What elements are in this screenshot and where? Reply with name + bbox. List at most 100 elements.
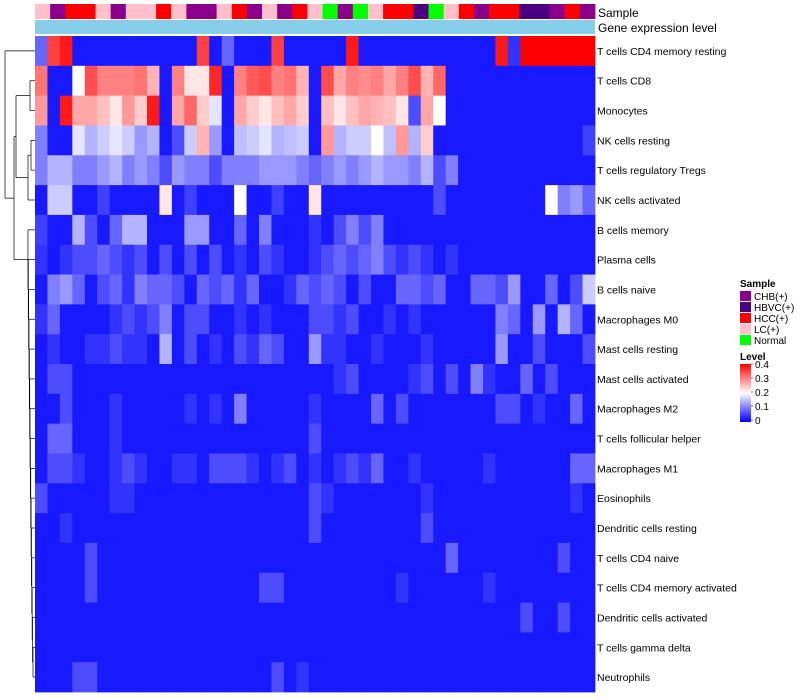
heatmap-cell [159, 483, 173, 514]
heatmap-cell [308, 453, 322, 484]
heatmap-cell [308, 513, 322, 544]
heatmap-cell [184, 364, 198, 395]
heatmap-cell [495, 304, 509, 335]
heatmap-cell [346, 423, 359, 454]
heatmap-cell [72, 393, 86, 425]
heatmap-cell [321, 304, 335, 335]
heatmap-cell [532, 95, 546, 126]
heatmap-cell [346, 602, 359, 633]
heatmap-cell [296, 65, 310, 97]
heatmap-cell [147, 602, 160, 633]
heatmap-cell [209, 602, 223, 633]
sample-annotation-cell [65, 4, 81, 19]
heatmap-cell [209, 572, 223, 603]
heatmap-cell [371, 542, 384, 574]
heatmap-cell [507, 36, 521, 67]
heatmap-cell [35, 95, 48, 126]
heatmap-cell [458, 334, 471, 365]
heatmap-cell [346, 513, 359, 544]
heatmap-cell [184, 65, 198, 97]
heatmap-cell [97, 632, 111, 663]
heatmap-cell [445, 125, 459, 156]
heatmap-cell [234, 125, 247, 156]
heatmap-cell [246, 513, 260, 544]
heatmap-cell [582, 483, 596, 514]
heatmap-cell [97, 334, 111, 365]
heatmap-cell [97, 364, 111, 395]
heatmap-cell [209, 393, 223, 425]
heatmap-cell [420, 125, 434, 156]
heatmap-cell [196, 602, 210, 633]
heatmap-cell [196, 542, 210, 574]
heatmap-cell [296, 185, 310, 216]
heatmap-cell [520, 632, 534, 663]
heatmap-cell [234, 36, 247, 67]
heatmap-cell [209, 125, 223, 156]
heatmap-cell [147, 185, 160, 216]
heatmap-cell [408, 602, 422, 633]
heatmap-cell [520, 214, 534, 246]
heatmap-cell [445, 65, 459, 97]
heatmap-cell [35, 483, 48, 514]
heatmap-cell [234, 513, 247, 544]
heatmap-cell [383, 602, 397, 633]
heatmap-cell [234, 65, 247, 97]
heatmap-cell [420, 274, 434, 305]
heatmap-cell [184, 602, 198, 633]
heatmap-cell [171, 36, 185, 67]
heatmap-cell [395, 274, 409, 305]
heatmap-cell [321, 244, 335, 275]
level-tick-label: 0.1 [755, 402, 769, 413]
heatmap-cell [35, 155, 48, 186]
heatmap-cell [221, 483, 235, 514]
heatmap-cell [159, 36, 173, 67]
heatmap-cell [383, 334, 397, 365]
heatmap-cell [221, 65, 235, 97]
heatmap-cell [308, 632, 322, 663]
heatmap-cell [147, 364, 160, 395]
heatmap-cell [72, 155, 86, 186]
heatmap-cell [246, 662, 260, 693]
heatmap-cell [134, 423, 148, 454]
heatmap-cell [283, 364, 297, 395]
heatmap-cell [321, 185, 335, 216]
heatmap-cell [557, 393, 571, 425]
heatmap-cell [97, 423, 111, 454]
heatmap-cell [308, 65, 322, 97]
heatmap-cell [321, 274, 335, 305]
heatmap-cell [445, 185, 459, 216]
heatmap-cell [234, 572, 247, 603]
heatmap-cell [134, 304, 148, 335]
row-dendrogram [4, 50, 35, 678]
heatmap-cell [383, 423, 397, 454]
heatmap-cell [358, 65, 372, 97]
heatmap-cell [582, 334, 596, 365]
heatmap-cell [321, 513, 335, 544]
heatmap-cell [408, 393, 422, 425]
heatmap-cell [445, 453, 459, 484]
heatmap-cell [283, 65, 297, 97]
heatmap-cell [358, 662, 372, 693]
heatmap-cell [283, 453, 297, 484]
heatmap-cell [333, 453, 347, 484]
heatmap-cell [271, 155, 285, 186]
heatmap-cell [171, 125, 185, 156]
heatmap-cell [470, 185, 484, 216]
heatmap-cell [321, 393, 335, 425]
heatmap-cell [246, 185, 260, 216]
heatmap-cell [134, 542, 148, 574]
heatmap-cell [358, 214, 372, 246]
heatmap-cell [507, 393, 521, 425]
heatmap-cell [470, 214, 484, 246]
heatmap-cell [196, 65, 210, 97]
heatmap-cell [433, 95, 447, 126]
heatmap-cell [383, 453, 397, 484]
heatmap-cell [259, 214, 272, 246]
sample-legend-label: LC(+) [754, 325, 779, 336]
heatmap-cell [196, 393, 210, 425]
heatmap-cell [147, 513, 160, 544]
heatmap-cell [184, 423, 198, 454]
heatmap-cell [408, 572, 422, 603]
sample-annotation-cell [458, 4, 475, 19]
heatmap-cell [433, 632, 447, 663]
